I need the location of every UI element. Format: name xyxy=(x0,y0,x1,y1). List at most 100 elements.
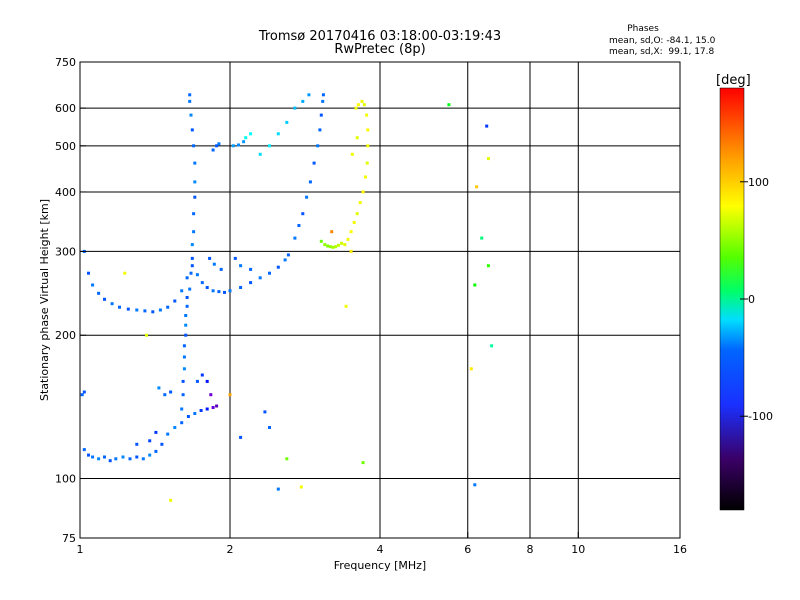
data-point xyxy=(293,106,297,110)
y-tick-label: 600 xyxy=(55,102,76,115)
data-point xyxy=(114,457,118,461)
y-tick-label: 75 xyxy=(62,532,76,545)
data-point xyxy=(143,309,147,313)
data-point xyxy=(180,289,184,293)
x-tick-label: 10 xyxy=(571,543,585,556)
data-point xyxy=(318,128,322,132)
data-point xyxy=(128,457,132,461)
data-point xyxy=(219,267,223,271)
data-point xyxy=(185,304,189,308)
x-tick-label: 4 xyxy=(377,543,384,556)
data-point xyxy=(326,244,330,248)
data-point xyxy=(192,230,196,234)
data-point xyxy=(286,253,290,257)
data-point xyxy=(145,333,148,337)
data-point xyxy=(239,264,243,268)
data-point xyxy=(192,212,196,216)
data-point xyxy=(118,305,121,309)
data-point xyxy=(185,276,189,280)
data-point xyxy=(205,379,209,383)
data-point xyxy=(195,379,199,383)
colorbar-label: [deg] xyxy=(716,73,751,88)
data-point xyxy=(285,457,289,461)
data-point xyxy=(82,448,86,452)
data-point xyxy=(268,271,271,275)
data-point xyxy=(323,243,327,247)
stats-header: Phases xyxy=(627,24,659,34)
data-point xyxy=(293,236,297,240)
data-point xyxy=(299,485,303,489)
data-point xyxy=(126,307,130,311)
data-point xyxy=(184,333,188,337)
data-point xyxy=(154,449,158,453)
x-tick-label: 1 xyxy=(77,543,84,556)
data-point xyxy=(87,453,90,457)
data-point xyxy=(480,236,484,240)
data-point xyxy=(473,283,477,287)
data-point xyxy=(319,239,323,243)
data-point xyxy=(215,144,219,148)
data-point xyxy=(343,243,347,247)
x-tick-label: 6 xyxy=(464,543,471,556)
data-point xyxy=(263,410,267,414)
data-point xyxy=(180,407,184,411)
data-point xyxy=(349,249,353,253)
data-point xyxy=(233,256,237,260)
data-point xyxy=(258,276,262,280)
data-point xyxy=(166,432,170,436)
data-point xyxy=(349,230,353,234)
data-point xyxy=(237,143,240,147)
data-point xyxy=(157,386,161,390)
data-point xyxy=(307,93,311,97)
data-point xyxy=(200,281,204,285)
data-point xyxy=(87,271,90,275)
data-point xyxy=(103,455,106,459)
data-point xyxy=(123,271,127,275)
data-point xyxy=(173,299,177,303)
data-point xyxy=(186,415,190,418)
data-point xyxy=(473,483,477,487)
y-tick-label: 750 xyxy=(55,56,76,69)
data-point xyxy=(228,289,232,293)
x-tick-label: 2 xyxy=(227,543,234,556)
data-point xyxy=(321,93,325,97)
data-point xyxy=(231,144,235,148)
data-point xyxy=(356,103,360,107)
data-point xyxy=(169,390,173,394)
data-point xyxy=(181,379,185,383)
data-point xyxy=(228,393,232,397)
data-point xyxy=(135,308,139,312)
data-point xyxy=(361,461,365,465)
data-point xyxy=(352,221,356,224)
data-point xyxy=(485,124,489,128)
data-point xyxy=(108,459,112,463)
data-point xyxy=(268,426,271,429)
chart-subtitle: RwPretec (8p) xyxy=(334,42,425,57)
data-point xyxy=(190,243,194,247)
x-tick-label: 8 xyxy=(527,543,534,556)
data-point xyxy=(208,256,212,260)
data-point xyxy=(361,190,365,194)
x-axis-label: Frequency [MHz] xyxy=(334,559,426,572)
data-points xyxy=(80,93,494,502)
data-point xyxy=(212,262,216,266)
x-tick-label: 16 xyxy=(673,543,687,556)
data-point xyxy=(97,457,101,461)
data-point xyxy=(182,344,186,348)
data-point xyxy=(151,310,155,314)
data-point xyxy=(181,393,185,397)
data-point xyxy=(366,128,370,132)
data-point xyxy=(276,132,280,136)
data-point xyxy=(355,136,359,140)
data-point xyxy=(190,256,194,260)
data-point xyxy=(190,264,194,268)
data-point xyxy=(163,393,167,397)
data-point xyxy=(360,99,364,103)
data-point xyxy=(330,230,334,234)
data-point xyxy=(160,442,164,446)
y-tick-label: 300 xyxy=(55,245,76,258)
data-point xyxy=(285,120,289,124)
data-point xyxy=(301,212,305,216)
data-point xyxy=(193,161,197,165)
